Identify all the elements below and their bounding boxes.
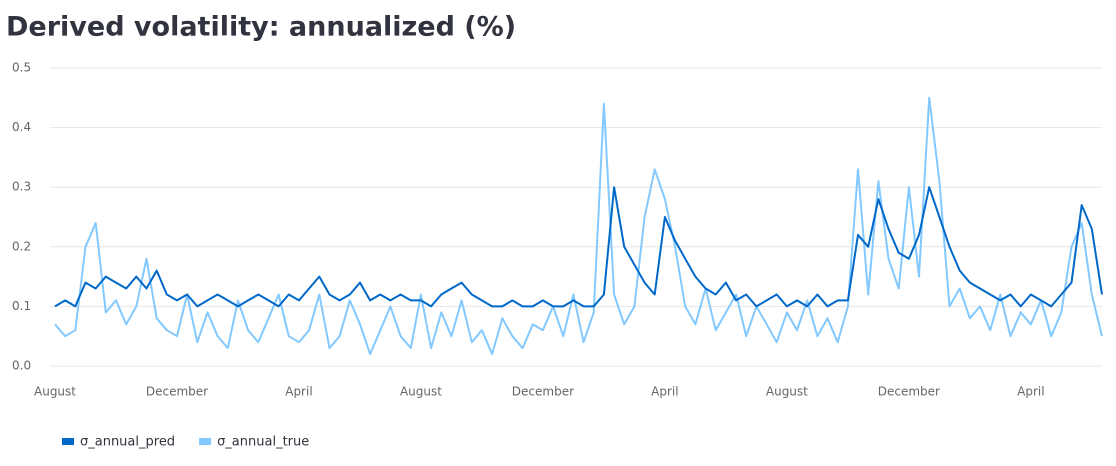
x-tick-label: August [400,385,442,399]
legend-swatch [62,438,74,445]
y-tick-label: 0.5 [12,61,31,75]
x-tick-label: December [512,385,574,399]
legend-label: σ_annual_true [217,435,309,450]
legend-label: σ_annual_pred [80,435,175,450]
y-tick-label: 0.1 [12,299,31,313]
x-tick-label: April [285,385,312,399]
series-line [54,96,1103,356]
series-line [54,186,1103,308]
x-tick-label: August [766,385,808,399]
x-tick-label: December [146,385,208,399]
y-tick-label: 0.2 [12,239,31,253]
y-tick-label: 0.3 [12,180,31,194]
chart-title: Derived volatility: annualized (%) [6,12,516,43]
x-tick-label: April [1017,385,1044,399]
y-tick-label: 0.4 [12,120,31,134]
y-tick-label: 0.0 [12,359,31,373]
legend-swatch [199,438,212,445]
x-tick-label: April [651,385,678,399]
x-tick-label: December [878,385,940,399]
x-tick-label: August [34,385,76,399]
